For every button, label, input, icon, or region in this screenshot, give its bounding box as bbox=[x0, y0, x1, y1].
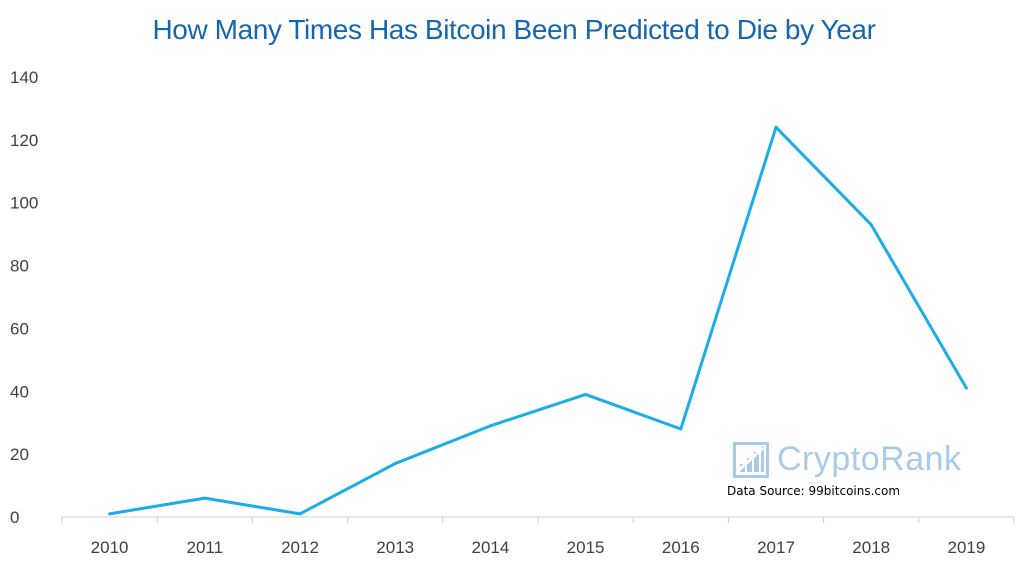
x-tick-label: 2016 bbox=[662, 538, 700, 557]
data-point-2010 bbox=[108, 512, 112, 516]
data-point-2011 bbox=[203, 496, 207, 500]
x-tick-label: 2018 bbox=[852, 538, 890, 557]
data-point-2017 bbox=[774, 125, 778, 129]
x-tick-label: 2017 bbox=[757, 538, 795, 557]
cryptorank-logo-icon bbox=[733, 441, 769, 478]
data-point-2019 bbox=[964, 386, 968, 390]
data-point-2013 bbox=[393, 462, 397, 466]
data-point-2012 bbox=[298, 512, 302, 516]
y-tick-label: 80 bbox=[10, 257, 29, 276]
x-tick-label: 2012 bbox=[281, 538, 319, 557]
y-tick-label: 60 bbox=[10, 319, 29, 338]
data-point-2018 bbox=[869, 223, 873, 227]
x-axis: 2010 2011 2012 2013 2014 2015 2016 2017 2018 2019 bbox=[61, 516, 1015, 557]
watermark-brand: CryptoRank bbox=[777, 440, 962, 478]
chart-title: How Many Times Has Bitcoin Been Predicte… bbox=[152, 14, 876, 45]
series-group bbox=[108, 125, 968, 516]
x-tick-label: 2014 bbox=[471, 538, 509, 557]
watermark: CryptoRank bbox=[733, 440, 962, 479]
source-note: Data Source: 99bitcoins.com bbox=[727, 484, 901, 498]
x-tick-label: 2015 bbox=[567, 538, 605, 557]
y-tick-label: 20 bbox=[10, 445, 29, 464]
data-point-2014 bbox=[488, 424, 492, 428]
x-tick-label: 2013 bbox=[376, 538, 414, 557]
y-tick-label: 140 bbox=[10, 68, 38, 87]
y-tick-label: 40 bbox=[10, 382, 29, 401]
data-point-2016 bbox=[679, 427, 683, 431]
y-tick-label: 0 bbox=[10, 508, 19, 527]
x-tick-label: 2019 bbox=[947, 538, 985, 557]
y-tick-label: 100 bbox=[10, 194, 38, 213]
series-line bbox=[109, 125, 968, 516]
x-tick-label: 2010 bbox=[91, 538, 129, 557]
x-tick-label: 2011 bbox=[187, 538, 224, 557]
data-point-2015 bbox=[584, 392, 588, 396]
y-tick-label: 120 bbox=[10, 131, 38, 150]
y-axis: 0 20 40 60 80 100 120 140 bbox=[10, 68, 38, 527]
